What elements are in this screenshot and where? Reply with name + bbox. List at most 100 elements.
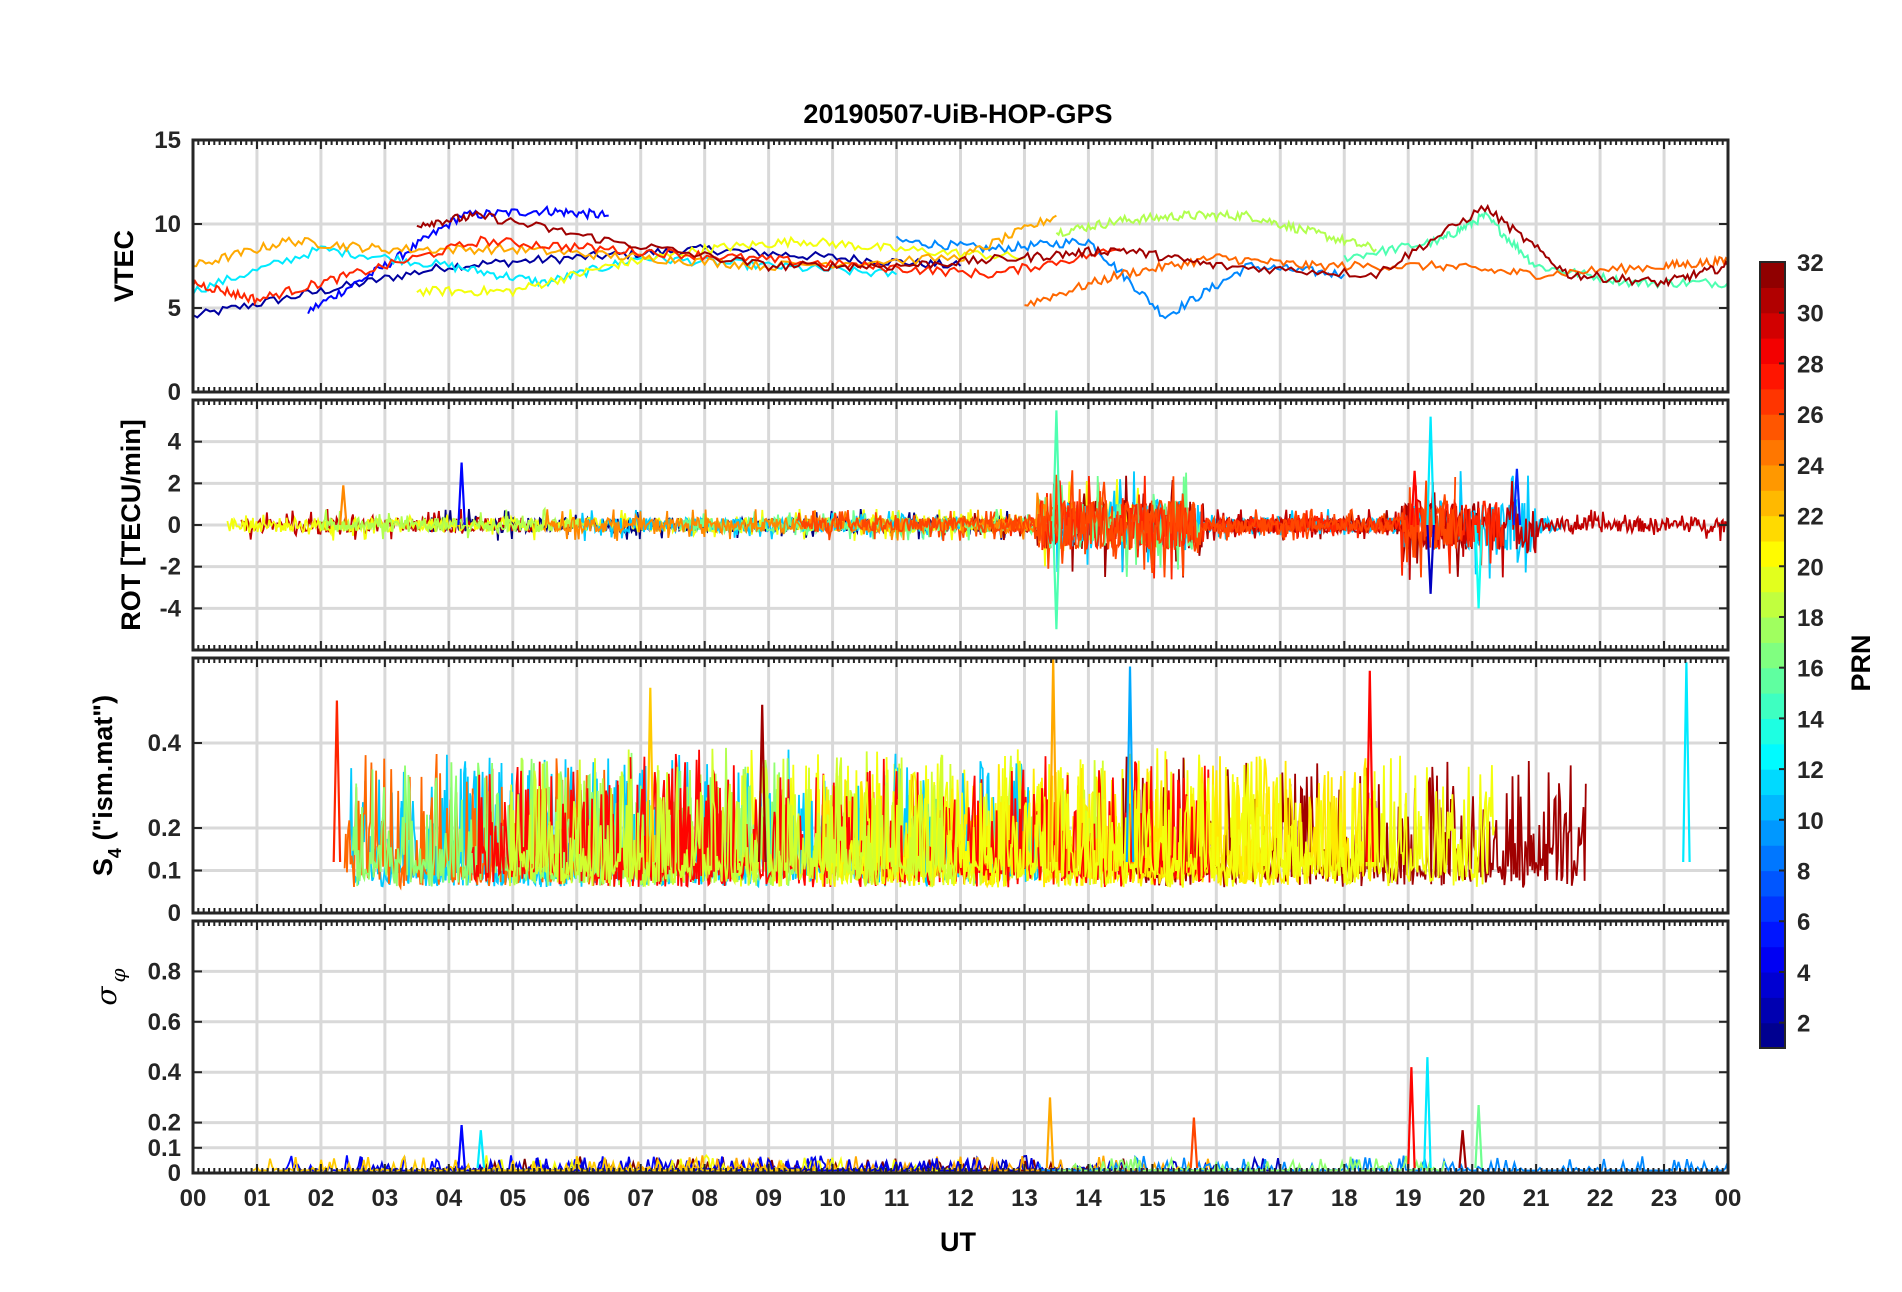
colorbar-tick-label: 24 <box>1797 453 1824 480</box>
y-tick-label: 0.2 <box>148 1110 181 1137</box>
x-tick-label: 18 <box>1331 1185 1358 1212</box>
sigma-peak-prn-23 <box>1045 1097 1055 1169</box>
colorbar-segment <box>1760 414 1785 441</box>
vtec-series-prn-12 <box>193 245 898 295</box>
s4-peak-prn-31 <box>757 704 767 863</box>
rot-peak-prn-15 <box>1052 410 1061 526</box>
x-tick-label: 05 <box>499 1185 526 1212</box>
panel-data-rot <box>226 410 1728 630</box>
x-tick-marks <box>192 140 1729 392</box>
colorbar-tick-label: 2 <box>1797 1011 1810 1038</box>
y-tick-label: 0.4 <box>148 730 182 757</box>
panel-sigma: 00.10.2 0.4 0.6 0.8 σφ <box>90 919 1730 1187</box>
colorbar-segment <box>1760 338 1785 365</box>
colorbar-segment <box>1760 819 1785 846</box>
x-tick-label: 16 <box>1203 1185 1230 1212</box>
x-tick-label: 00 <box>180 1185 207 1212</box>
y-tick-label: 0.6 <box>148 1009 181 1036</box>
x-tick-marks <box>192 658 1729 913</box>
y-axis-label-rot: ROT [TECU/min] <box>116 419 146 630</box>
colorbar-tick-label: 20 <box>1797 554 1824 581</box>
x-tick-label: 01 <box>244 1185 271 1212</box>
colorbar-segment <box>1760 312 1785 339</box>
vtec-series-prn-27 <box>193 235 1121 307</box>
x-tick-label: 22 <box>1587 1185 1614 1212</box>
panel-rot: -4 -2 0 2 4 ROT [TECU/min] <box>116 398 1730 652</box>
colorbar-segment <box>1760 997 1785 1024</box>
y-tick-label: 0.4 <box>148 1059 182 1086</box>
s4-peak-prn-27 <box>332 700 342 863</box>
x-tick-label: 11 <box>884 1185 909 1212</box>
x-tick-label: 02 <box>308 1185 335 1212</box>
vtec-series-prn-5 <box>307 204 609 315</box>
s4-peak-prn-28 <box>1365 670 1375 863</box>
rot-peak-prn-28 <box>1410 470 1419 526</box>
colorbar-tick-label: 18 <box>1797 605 1824 632</box>
vtec-series-prn-31 <box>416 203 1728 288</box>
y-tick-label: 0 <box>168 512 181 539</box>
x-tick-label: 03 <box>372 1185 399 1212</box>
x-tick-marks <box>192 400 1729 650</box>
colorbar-segment <box>1760 287 1785 314</box>
x-axis: 00 01 02 03 04 05 06 07 08 09 10 11 12 13 14 15 16 17 18 19… <box>180 1185 1742 1212</box>
colorbar-tick-label: 6 <box>1797 909 1810 936</box>
y-tick-label: 0 <box>168 900 181 927</box>
colorbar-segment <box>1760 667 1785 694</box>
y-tick-label: 0.8 <box>148 958 181 985</box>
s4-trace <box>813 751 1496 888</box>
sigma-peak-prn-26 <box>1189 1117 1199 1169</box>
y-tick-label: -4 <box>160 595 182 622</box>
colorbar-tick-label: 14 <box>1797 706 1824 733</box>
colorbar-segment <box>1760 743 1785 770</box>
colorbar-segment <box>1760 769 1785 796</box>
sigma-peak-prn-16 <box>1474 1104 1483 1169</box>
rot-peak-prn-5 <box>457 462 466 526</box>
x-tick-marks <box>192 921 1729 1173</box>
colorbar-tick-label: 4 <box>1797 960 1811 987</box>
vtec-series-prn-23 <box>193 214 1057 272</box>
x-axis-label: UT <box>940 1227 976 1257</box>
colorbar-tick-label: 12 <box>1797 757 1824 784</box>
colorbar-segment <box>1760 591 1785 618</box>
s4-peak-prn-23 <box>1048 658 1058 863</box>
x-tick-label: 12 <box>947 1185 974 1212</box>
y-tick-label: 0.2 <box>148 815 181 842</box>
vtec-series-prn-2 <box>193 243 962 319</box>
colorbar-tick-label: 22 <box>1797 504 1824 531</box>
s4-peak-prn-22 <box>646 687 655 863</box>
x-tick-label: 21 <box>1523 1185 1550 1212</box>
panel-vtec: 0 5 10 15 VTEC <box>109 127 1730 406</box>
sigma-peak-prn-12 <box>476 1130 486 1169</box>
colorbar-frame <box>1759 261 1786 1049</box>
y-tick-label: 0 <box>168 1160 181 1187</box>
colorbar-segment <box>1760 464 1785 491</box>
rot-trace <box>319 506 588 540</box>
rot-trace <box>796 470 1463 578</box>
y-tick-label: 2 <box>168 470 181 497</box>
colorbar-segment <box>1760 1022 1785 1049</box>
s4-peak-prn-10 <box>1125 666 1135 863</box>
y-axis-label-vtec: VTEC <box>109 230 139 302</box>
y-tick-label: 4 <box>168 429 182 456</box>
x-tick-label: 07 <box>627 1185 654 1212</box>
y-tick-label: 0.1 <box>148 1135 181 1162</box>
colorbar-segment <box>1760 616 1785 643</box>
colorbar-segment <box>1760 971 1785 998</box>
colorbar-segment <box>1760 490 1785 517</box>
colorbar-segment <box>1760 946 1785 973</box>
x-tick-label: 10 <box>819 1185 846 1212</box>
rot-trace <box>543 492 1048 544</box>
y-tick-label: 15 <box>154 127 181 154</box>
rot-peak-prn-15 <box>1052 524 1061 630</box>
colorbar-segment <box>1760 515 1785 542</box>
sigma-peak-prn-31 <box>1458 1130 1467 1169</box>
vtec-series-prn-18 <box>1055 208 1377 254</box>
x-tick-label: 08 <box>691 1185 718 1212</box>
chart-title: 20190507-UiB-HOP-GPS <box>803 99 1112 129</box>
rot-peak-prn-3 <box>1426 524 1435 594</box>
y-tick-label: 10 <box>154 211 181 238</box>
sigma-peak-prn-5 <box>457 1125 466 1169</box>
colorbar-tick-label: 32 <box>1797 250 1824 277</box>
rot-peak-prn-6 <box>1512 468 1522 526</box>
